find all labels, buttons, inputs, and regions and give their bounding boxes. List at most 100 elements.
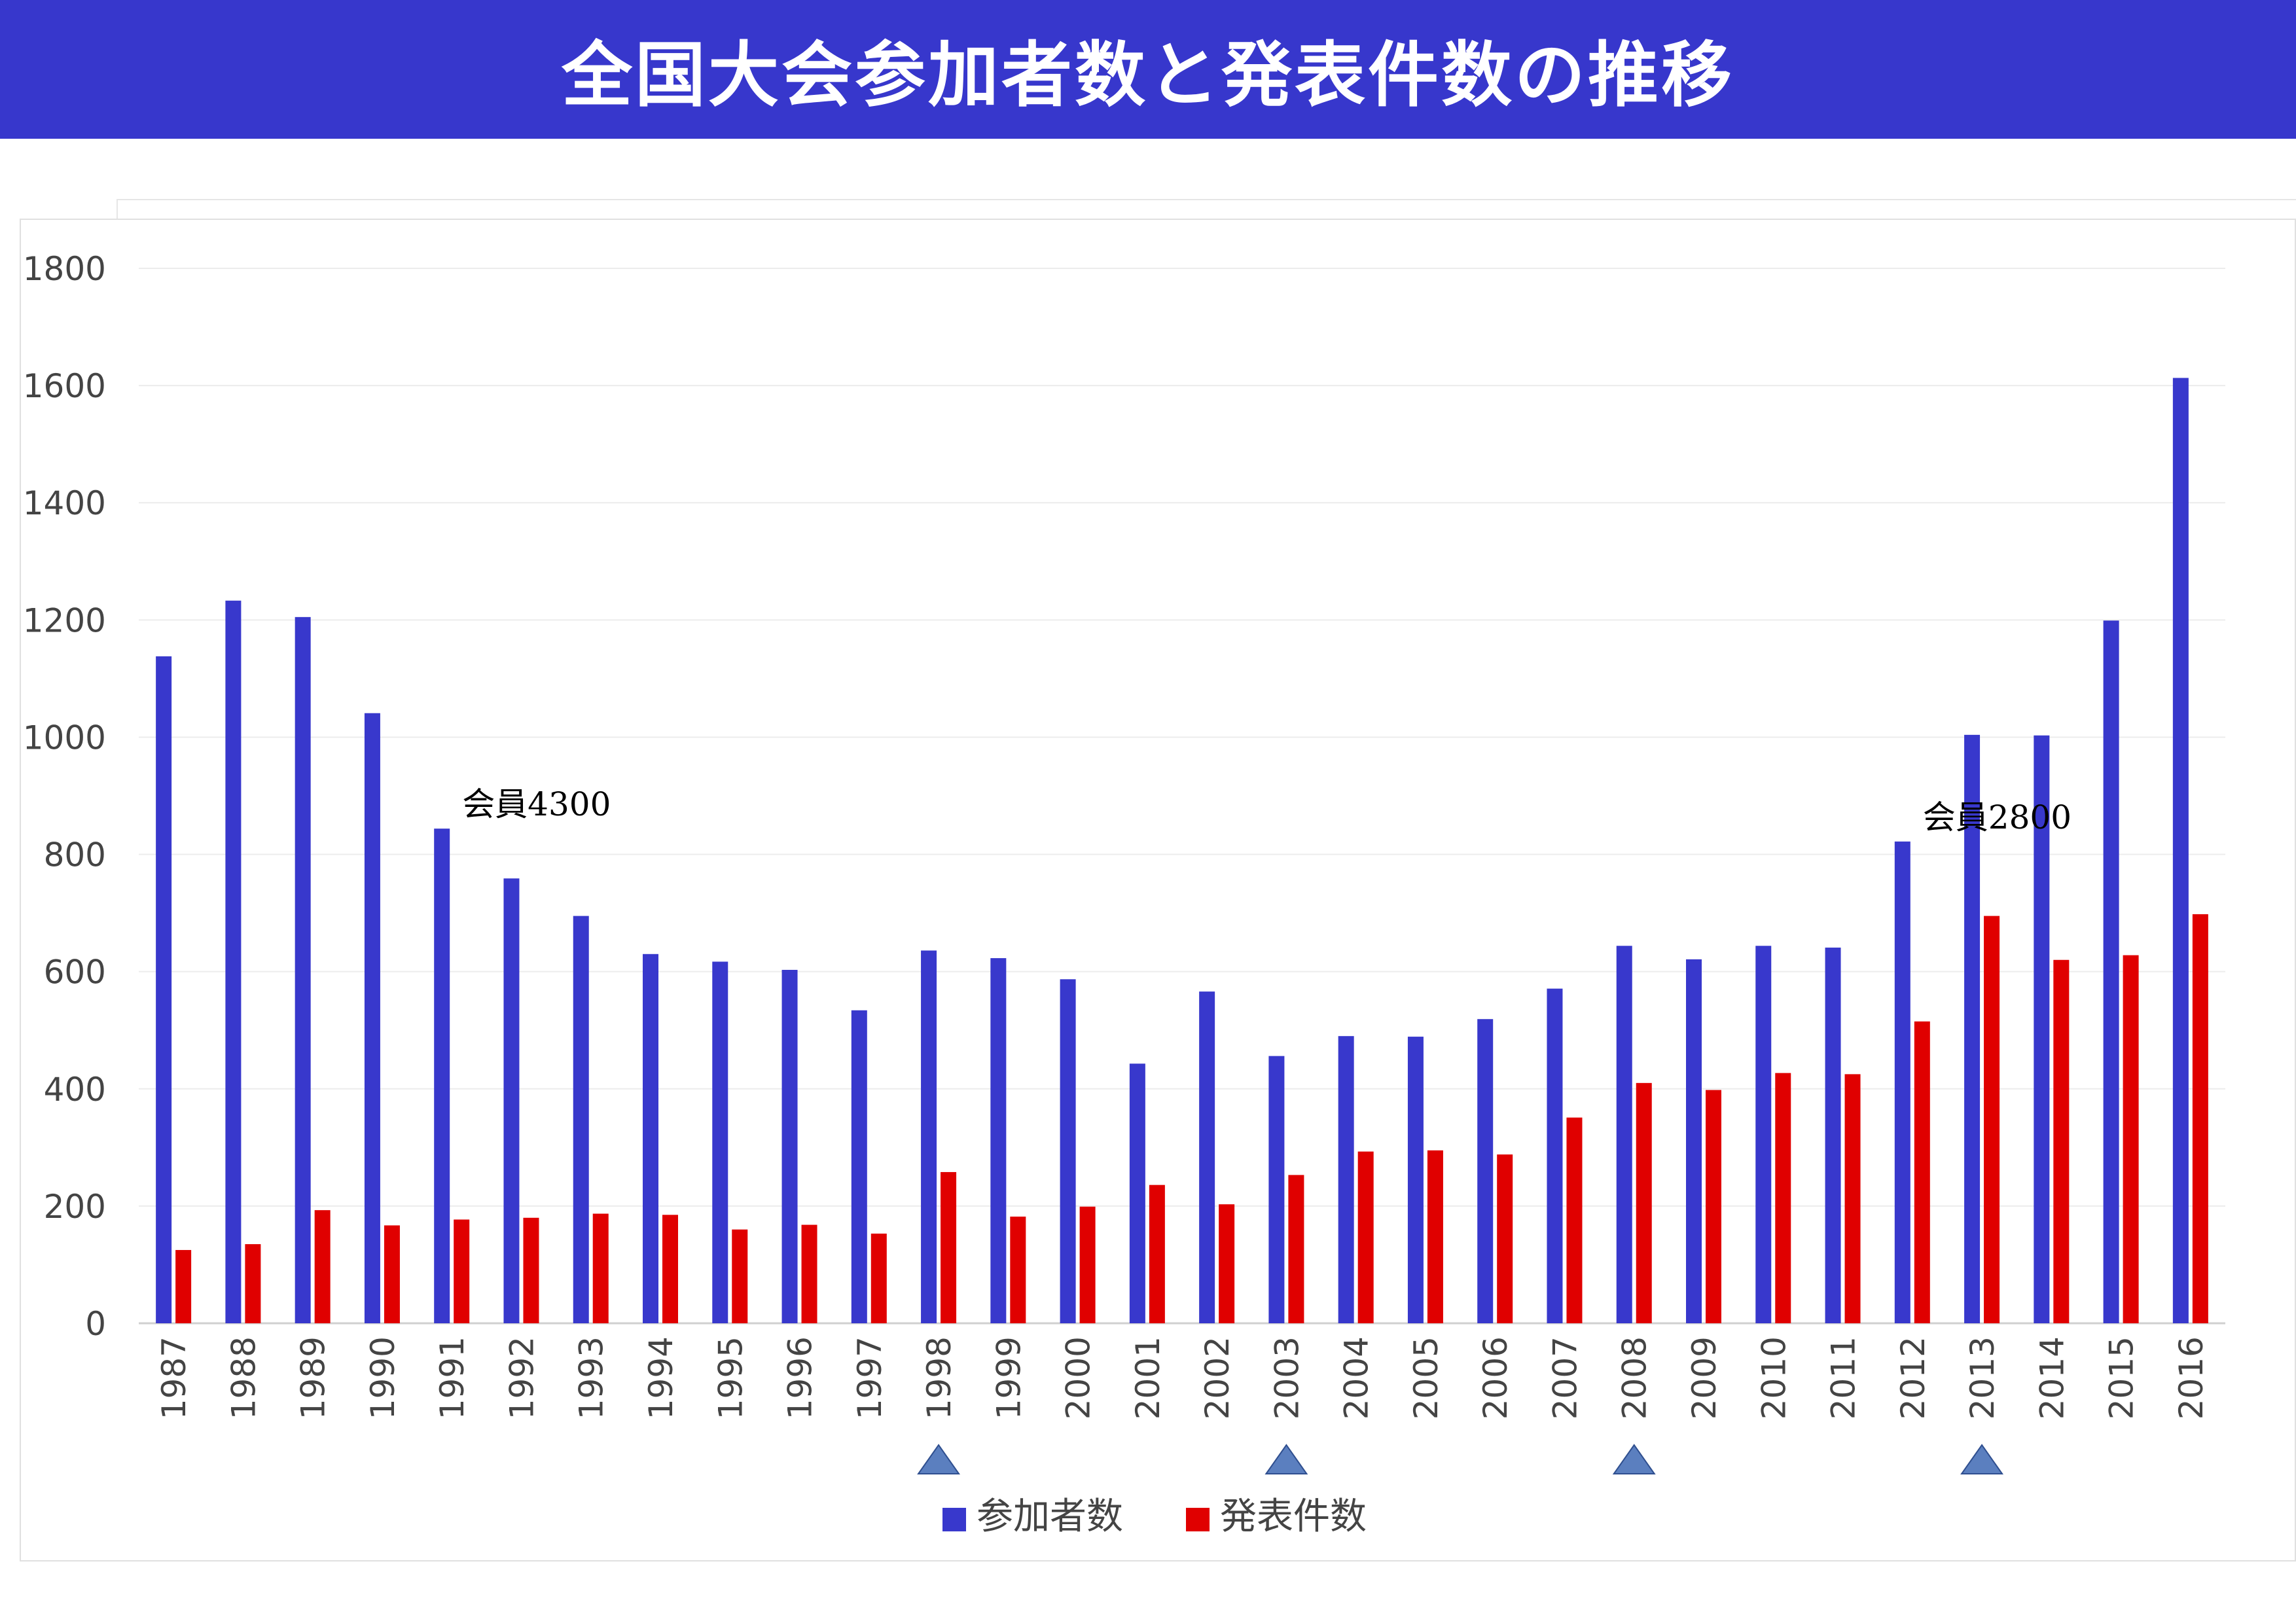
bar-participants (295, 616, 311, 1324)
x-tick-label: 1995 (711, 1336, 749, 1419)
bar-participants (364, 713, 380, 1323)
x-tick-label: 1993 (573, 1336, 611, 1419)
bar-participants (1199, 991, 1215, 1323)
gridlines (139, 268, 2225, 1325)
bar-presentations (1497, 1154, 1513, 1323)
x-tick-label: 2009 (1685, 1336, 1723, 1419)
bar-presentations (1636, 1082, 1652, 1323)
y-tick-label: 1000 (23, 719, 106, 757)
y-tick-label: 1400 (23, 484, 106, 522)
bar-participants (1338, 1036, 1354, 1323)
bar-presentations (245, 1244, 261, 1323)
bar-presentations (2053, 959, 2070, 1323)
bar-presentations (314, 1210, 331, 1323)
x-tick-label: 1988 (224, 1336, 262, 1419)
x-tick-label: 2016 (2172, 1336, 2210, 1419)
bar-presentations (1706, 1090, 1721, 1323)
bar-participants (2172, 378, 2189, 1323)
bar-presentations (870, 1233, 887, 1323)
x-tick-label: 1996 (781, 1336, 819, 1419)
bar-participants (1686, 959, 1702, 1323)
bar-presentations (1219, 1204, 1235, 1323)
bar-participants (1477, 1019, 1494, 1323)
bars (156, 378, 2208, 1324)
bar-presentations (1844, 1074, 1861, 1323)
bar-participants (1547, 988, 1563, 1323)
x-tick-labels: 1987 1988 1989 1990 1991 1992 1993 1994 1995 1996… (155, 1336, 2210, 1419)
bar-participants (1129, 1063, 1145, 1323)
bar-presentations (1288, 1175, 1304, 1323)
bar-presentations (523, 1217, 539, 1323)
bar-participants (851, 1010, 867, 1323)
bar-presentations (1149, 1185, 1165, 1323)
bar-presentations (1775, 1073, 1791, 1323)
y-tick-label: 600 (44, 954, 106, 991)
x-tick-label: 2006 (1477, 1336, 1515, 1419)
legend-swatch (942, 1508, 966, 1531)
bar-presentations (384, 1225, 400, 1323)
x-tick-label: 1999 (990, 1336, 1028, 1419)
bar-participants (2034, 735, 2050, 1323)
frame-decoration (117, 199, 2296, 219)
legend-label: 参加者数 (977, 1495, 1123, 1538)
x-tick-label: 2001 (1129, 1336, 1167, 1419)
bar-presentations (662, 1215, 678, 1323)
y-tick-label: 1800 (23, 250, 106, 288)
bar-presentations (801, 1224, 817, 1323)
x-tick-label: 2005 (1407, 1336, 1445, 1419)
bar-presentations (1914, 1021, 1930, 1323)
bar-participants (225, 600, 242, 1323)
x-tick-label: 2012 (1894, 1336, 1932, 1419)
legend-label: 発表件数 (1220, 1495, 1367, 1538)
bar-participants (921, 950, 937, 1323)
bar-participants (503, 878, 520, 1323)
bar-participants (781, 969, 798, 1323)
bar-presentations (175, 1250, 192, 1323)
bar-participants (1060, 979, 1076, 1323)
bar-participants (1894, 841, 1910, 1323)
event-markers (917, 1444, 2003, 1474)
bar-presentations (732, 1229, 748, 1323)
bar-presentations (1427, 1150, 1443, 1323)
x-tick-label: 2000 (1060, 1336, 1098, 1419)
x-tick-label: 2010 (1755, 1336, 1793, 1419)
legend-swatch (1186, 1508, 1210, 1531)
x-tick-label: 2002 (1198, 1336, 1236, 1419)
bar-presentations (2123, 955, 2139, 1323)
x-tick-label: 1991 (433, 1336, 471, 1419)
bar-participants (156, 656, 172, 1323)
bar-presentations (1079, 1206, 1096, 1323)
x-tick-label: 1989 (295, 1336, 332, 1419)
bar-presentations (1357, 1151, 1374, 1323)
bar-presentations (2192, 914, 2208, 1323)
x-tick-label: 2011 (1825, 1336, 1863, 1419)
x-tick-label: 2013 (1964, 1336, 2001, 1419)
x-tick-label: 2004 (1338, 1336, 1376, 1419)
x-tick-label: 2015 (2103, 1336, 2141, 1419)
legend: 参加者数 発表件数 (942, 1495, 1367, 1538)
y-tick-label: 200 (44, 1188, 106, 1226)
y-tick-label: 400 (44, 1071, 106, 1109)
triangle-marker (917, 1444, 960, 1474)
x-tick-label: 1994 (642, 1336, 680, 1419)
bar-presentations (1984, 916, 2000, 1323)
y-tick-label: 0 (85, 1305, 106, 1343)
bar-presentations (1010, 1217, 1026, 1323)
bar-participants (434, 829, 450, 1323)
x-tick-label: 2007 (1546, 1336, 1584, 1419)
bar-presentations (454, 1219, 470, 1323)
triangle-marker (1960, 1444, 2003, 1474)
chart-area: 0 200 400 600 800 1000 1200 1400 1600 1800 1987 19… (20, 219, 2296, 1561)
title-bar: 全国大会参加者数と発表件数の推移 (0, 0, 2296, 139)
bar-participants (1616, 946, 1632, 1323)
bar-participants (1407, 1037, 1424, 1323)
annotation-label: 会員4300 (462, 785, 611, 823)
annotations: 会員4300 会員2800 (462, 785, 2072, 836)
y-tick-label: 800 (44, 836, 106, 874)
x-tick-label: 1987 (155, 1336, 193, 1419)
bar-participants (1755, 946, 1772, 1323)
x-tick-label: 1992 (503, 1336, 541, 1419)
x-tick-label: 1997 (851, 1336, 889, 1419)
y-tick-label: 1200 (23, 601, 106, 639)
